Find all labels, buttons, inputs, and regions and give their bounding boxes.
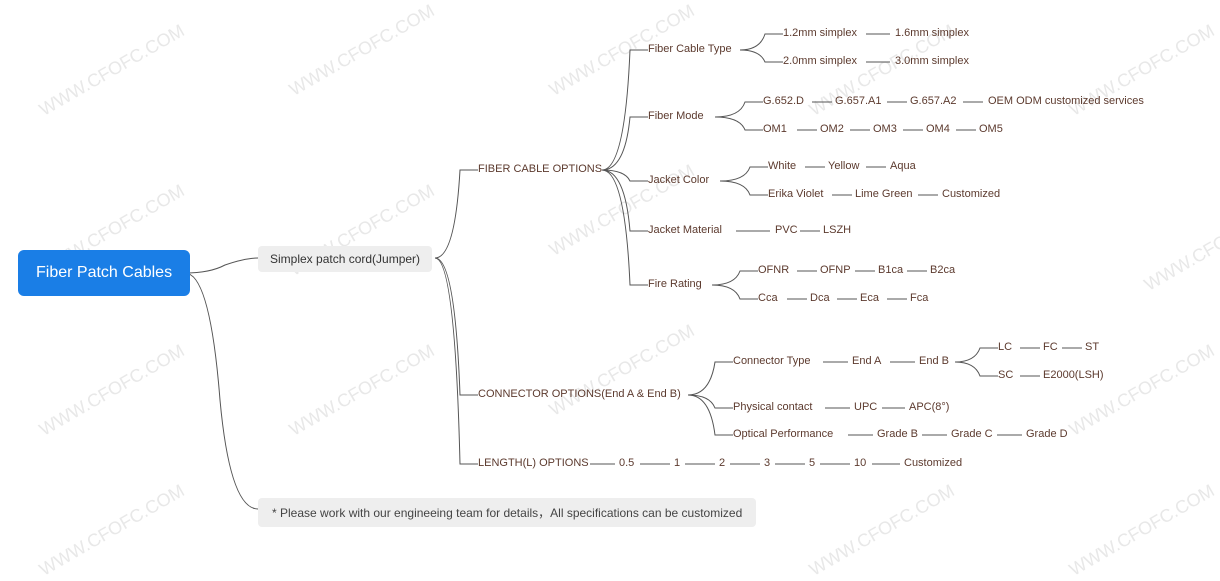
leaf: B1ca <box>878 264 903 276</box>
leaf: PVC <box>775 224 798 236</box>
leaf: Aqua <box>890 160 916 172</box>
leaf: 5 <box>809 457 815 469</box>
watermark-text: WWW.CFOFC.COM <box>1141 195 1220 295</box>
leaf: Customized <box>942 188 1000 200</box>
cat-fiber-cable-options: FIBER CABLE OPTIONS <box>478 163 602 175</box>
leaf: 3 <box>764 457 770 469</box>
level1-box: Simplex patch cord(Jumper) <box>258 246 432 272</box>
root-node: Fiber Patch Cables <box>18 250 190 296</box>
leaf: Grade C <box>951 428 993 440</box>
label-jacket-color: Jacket Color <box>648 174 709 186</box>
leaf: LSZH <box>823 224 851 236</box>
leaf: 2.0mm simplex <box>783 55 857 67</box>
watermark-text: WWW.CFOFC.COM <box>546 320 699 420</box>
leaf: 1.6mm simplex <box>895 27 969 39</box>
leaf: OM2 <box>820 123 844 135</box>
watermark-text: WWW.CFOFC.COM <box>286 340 439 440</box>
leaf: Cca <box>758 292 778 304</box>
label-physical-contact: Physical contact <box>733 401 812 413</box>
watermark-text: WWW.CFOFC.COM <box>36 480 189 580</box>
leaf: End A <box>852 355 881 367</box>
leaf: OM5 <box>979 123 1003 135</box>
leaf: Lime Green <box>855 188 912 200</box>
leaf: OM3 <box>873 123 897 135</box>
leaf: 1.2mm simplex <box>783 27 857 39</box>
leaf: White <box>768 160 796 172</box>
leaf: G.657.A1 <box>835 95 881 107</box>
watermark-text: WWW.CFOFC.COM <box>36 340 189 440</box>
leaf: 3.0mm simplex <box>895 55 969 67</box>
note-box: * Please work with our engineeing team f… <box>258 498 756 527</box>
leaf: SC <box>998 369 1013 381</box>
leaf: LC <box>998 341 1012 353</box>
leaf: OM1 <box>763 123 787 135</box>
leaf: Grade B <box>877 428 918 440</box>
leaf: 1 <box>674 457 680 469</box>
label-fiber-cable-type: Fiber Cable Type <box>648 43 732 55</box>
leaf: B2ca <box>930 264 955 276</box>
leaf: E2000(LSH) <box>1043 369 1104 381</box>
leaf: 0.5 <box>619 457 634 469</box>
leaf: OFNP <box>820 264 851 276</box>
leaf: ST <box>1085 341 1099 353</box>
label-optical-performance: Optical Performance <box>733 428 833 440</box>
watermark-text: WWW.CFOFC.COM <box>36 20 189 120</box>
watermark-text: WWW.CFOFC.COM <box>1066 340 1219 440</box>
cat-length-options: LENGTH(L) OPTIONS <box>478 457 589 469</box>
leaf: End B <box>919 355 949 367</box>
label-jacket-material: Jacket Material <box>648 224 722 236</box>
leaf: Customized <box>904 457 962 469</box>
leaf: Grade D <box>1026 428 1068 440</box>
leaf: 2 <box>719 457 725 469</box>
leaf: G.657.A2 <box>910 95 956 107</box>
leaf: UPC <box>854 401 877 413</box>
leaf: Dca <box>810 292 830 304</box>
leaf: 10 <box>854 457 866 469</box>
leaf: G.652.D <box>763 95 804 107</box>
watermark-text: WWW.CFOFC.COM <box>286 0 439 100</box>
leaf: Yellow <box>828 160 859 172</box>
watermark-text: WWW.CFOFC.COM <box>806 480 959 580</box>
leaf: OFNR <box>758 264 789 276</box>
label-fiber-mode: Fiber Mode <box>648 110 704 122</box>
watermark-text: WWW.CFOFC.COM <box>1066 480 1219 580</box>
label-connector-type: Connector Type <box>733 355 810 367</box>
cat-connector-options: CONNECTOR OPTIONS(End A & End B) <box>478 388 681 400</box>
leaf: FC <box>1043 341 1058 353</box>
leaf: OM4 <box>926 123 950 135</box>
leaf: Erika Violet <box>768 188 823 200</box>
leaf: Eca <box>860 292 879 304</box>
leaf: Fca <box>910 292 928 304</box>
leaf: APC(8°) <box>909 401 949 413</box>
label-fire-rating: Fire Rating <box>648 278 702 290</box>
leaf: OEM ODM customized services <box>988 95 1144 107</box>
